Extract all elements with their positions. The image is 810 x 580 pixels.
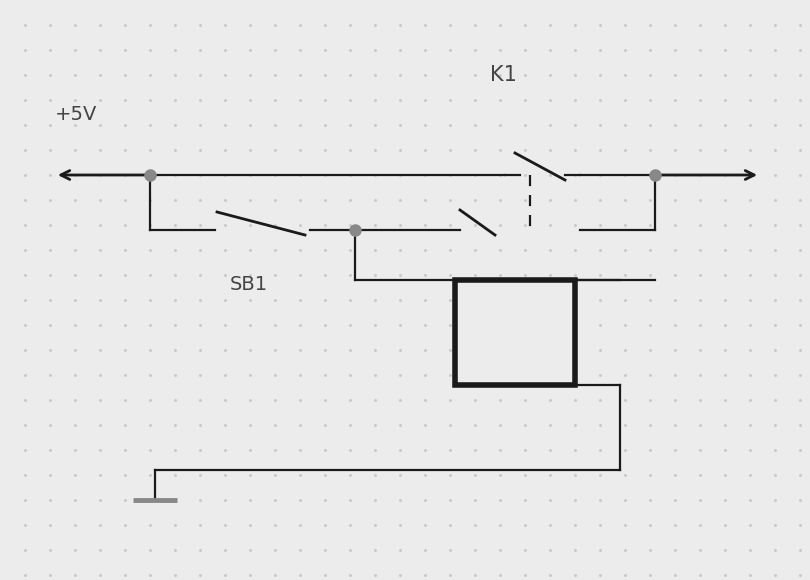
Text: SB1: SB1 — [230, 276, 268, 295]
Text: K1: K1 — [490, 65, 517, 85]
Text: +5V: +5V — [55, 106, 97, 125]
Bar — [455, 280, 575, 385]
